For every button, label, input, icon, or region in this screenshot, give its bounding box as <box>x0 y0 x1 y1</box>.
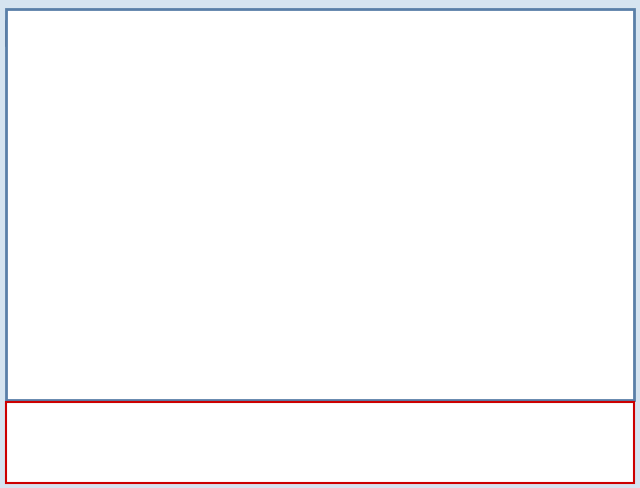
Text: φ20: φ20 <box>268 200 287 210</box>
Text: ОПОРА. СТАЛЬ.: ОПОРА. СТАЛЬ. <box>29 432 118 443</box>
Text: Вариант 18: Вариант 18 <box>9 28 91 41</box>
Text: R20: R20 <box>341 92 363 102</box>
Text: 16: 16 <box>201 253 218 268</box>
Text: 30: 30 <box>332 292 346 302</box>
Text: 80: 80 <box>274 373 287 383</box>
Text: По аксонометрической проекции предмета постройте чертеж в необходимом: По аксонометрической проекции предмета п… <box>72 409 534 419</box>
FancyBboxPatch shape <box>6 22 94 47</box>
Text: 6: 6 <box>314 215 320 225</box>
Text: 30: 30 <box>420 123 429 137</box>
Text: 15: 15 <box>406 205 416 219</box>
Text: количестве видов.: количестве видов. <box>17 421 127 431</box>
Text: ЗВЯ: ЗВЯ <box>564 29 584 40</box>
Text: 40: 40 <box>141 303 157 318</box>
Text: Задание:: Задание: <box>17 409 77 419</box>
